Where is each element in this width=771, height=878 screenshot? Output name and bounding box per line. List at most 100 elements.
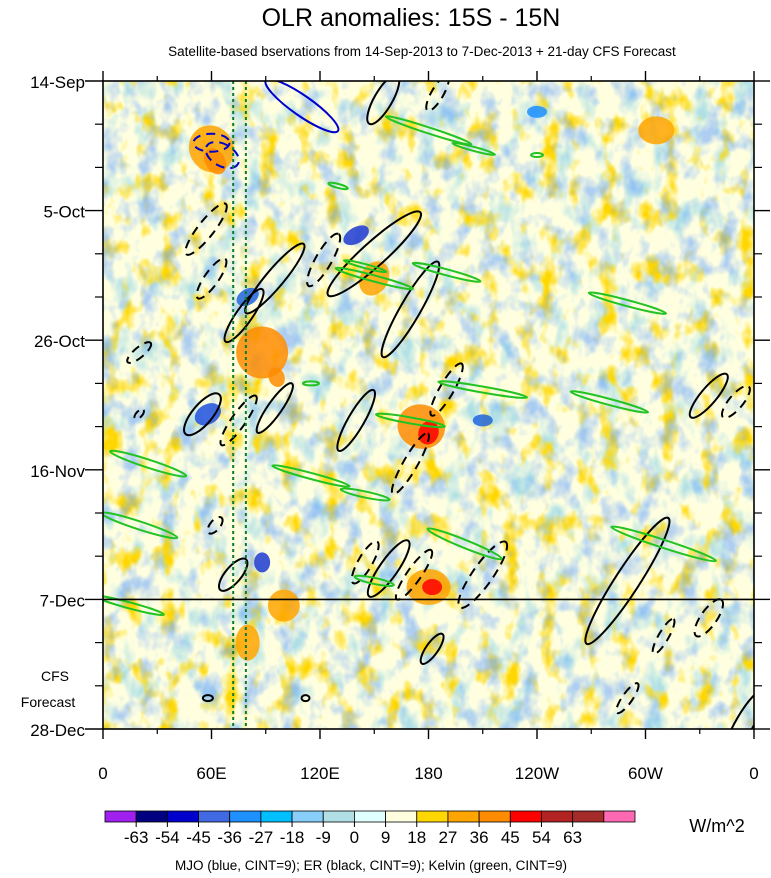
kelvin-contour	[271, 464, 351, 488]
colorbar-tick-label: -45	[186, 828, 211, 847]
kelvin-contour	[103, 595, 165, 617]
kelvin-contour	[569, 390, 649, 414]
colorbar-swatch	[166, 810, 199, 823]
kelvin-contour	[530, 152, 544, 159]
mjo-contour	[204, 140, 240, 170]
field-anomaly-blob	[203, 148, 227, 175]
er-contour	[326, 210, 423, 298]
kelvin-contour	[327, 181, 349, 191]
kelvin-contour	[384, 115, 473, 146]
colorbar-tick-label: 36	[470, 828, 489, 847]
y-tick-label: 14-Sep	[30, 73, 85, 92]
field-anomaly-blob	[422, 579, 443, 596]
colorbar-swatch	[291, 810, 324, 823]
kelvin-contour	[353, 574, 395, 587]
field-anomaly-blob	[638, 116, 675, 145]
er-contour	[201, 694, 214, 703]
colorbar-tick-label: 9	[381, 828, 390, 847]
er-contour	[720, 384, 751, 419]
er-contour	[390, 432, 430, 496]
kelvin-contour	[610, 525, 717, 563]
kelvin-contour	[103, 511, 179, 540]
axes: 0 60E 120E 180 120W 60W 0 14-Sep 5-Oct 26-Oct 16-N…	[30, 71, 770, 783]
kelvin-contour	[109, 449, 188, 478]
field-anomaly-blob	[267, 589, 300, 622]
forecast-label-line2: Forecast	[21, 694, 76, 710]
er-contour	[219, 394, 258, 447]
field-anomaly-blob	[236, 326, 289, 379]
x-tick-label: 60E	[196, 764, 226, 783]
kelvin-contour	[334, 266, 414, 291]
field-anomaly-blob	[194, 403, 221, 426]
er-contour	[429, 362, 464, 417]
colorbar-tick-label: 0	[350, 828, 359, 847]
x-tick-label: 60W	[628, 764, 663, 783]
x-tick-label: 180	[414, 764, 442, 783]
field-anomaly-blob	[268, 367, 285, 388]
colorbar-swatch	[104, 810, 137, 823]
kelvin-contour	[411, 261, 482, 283]
er-contour	[380, 260, 441, 359]
colorbar-tick-label: -63	[124, 828, 149, 847]
y-tick-label: 28-Dec	[30, 721, 85, 740]
plot-area	[103, 81, 754, 729]
er-contour	[244, 242, 306, 315]
y-tick-label: 5-Oct	[43, 203, 85, 222]
x-tick-label: 0	[749, 764, 758, 783]
kelvin-contour	[426, 527, 503, 561]
mjo-contour	[264, 81, 340, 134]
colorbar-tick-label: -54	[155, 828, 180, 847]
colorbar-swatch	[354, 810, 386, 823]
x-tick-label: 0	[98, 764, 107, 783]
colorbar-tick-label: 45	[501, 828, 520, 847]
er-contour	[723, 688, 754, 729]
er-contour	[336, 388, 376, 453]
er-contour	[184, 202, 228, 256]
chart-caption: MJO (blue, CINT=9); ER (black, CINT=9); …	[175, 858, 567, 873]
er-contour	[425, 81, 450, 112]
colorbar-swatch	[447, 810, 480, 823]
colorbar-tick-label: 54	[532, 828, 551, 847]
colorbar-swatch	[603, 810, 636, 823]
kelvin-contour	[342, 259, 388, 274]
colorbar-tick-label: -36	[217, 828, 242, 847]
er-contour	[584, 516, 671, 646]
er-contour	[133, 408, 145, 421]
colorbar-swatch	[385, 810, 418, 823]
er-contour	[350, 540, 380, 585]
er-contour	[651, 617, 676, 655]
er-contour	[306, 232, 342, 288]
colorbar-swatch	[478, 810, 511, 823]
field-anomaly-blob	[343, 225, 369, 246]
chart-subtitle: Satellite-based bservations from 14-Sep-…	[168, 44, 676, 59]
er-contour	[206, 516, 224, 535]
er-contour	[366, 81, 401, 126]
chart-title: OLR anomalies: 15S - 15N	[262, 4, 561, 32]
er-contour	[366, 539, 411, 598]
colorbar-swatch	[541, 810, 574, 823]
er-contour	[217, 557, 249, 592]
highlight-longitude-lines	[232, 81, 247, 729]
y-tick-label: 16-Nov	[30, 462, 85, 481]
y-tick-label: 7-Dec	[40, 591, 86, 610]
colorbar-tick-label: -9	[316, 828, 331, 847]
field-anomaly-blob	[235, 624, 260, 661]
er-contour	[223, 287, 265, 344]
er-contour	[126, 341, 153, 364]
colorbar-unit: W/m^2	[689, 816, 744, 836]
field-anomaly-blob	[527, 105, 547, 118]
colorbar-swatch	[416, 810, 449, 823]
colorbar-tick-label: -18	[280, 828, 305, 847]
er-contour	[419, 632, 445, 665]
forecast-label-line1: CFS	[41, 668, 69, 684]
er-contour	[195, 257, 228, 300]
er-contour	[300, 694, 311, 703]
er-contour	[457, 540, 509, 609]
kelvin-contour	[437, 380, 529, 399]
wave-contours	[103, 81, 754, 729]
colorbar-tick-label: -27	[249, 828, 274, 847]
colorbar: -63 -54 -45 -36 -27 -18 -9 0 9 18 27 36 45 54 63	[104, 810, 636, 847]
field-anomaly-blob	[254, 552, 271, 573]
x-tick-label: 120W	[515, 764, 559, 783]
colorbar-swatch	[198, 810, 231, 823]
